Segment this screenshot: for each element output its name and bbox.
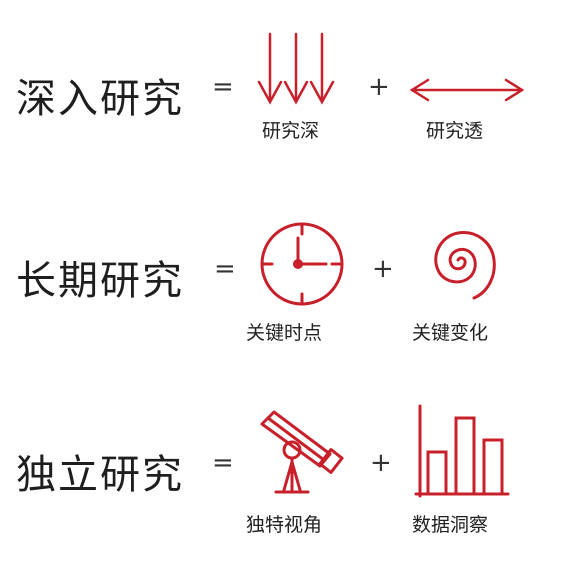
caption-right: 关键变化 <box>412 322 489 344</box>
clock-icon <box>256 218 348 310</box>
equals-sign: = <box>212 448 234 478</box>
term-label: 深入研究 <box>16 76 184 122</box>
term-label: 长期研究 <box>16 258 184 304</box>
equation-row-deep-research: 深入研究 = 研究深 + 研究透 <box>0 0 566 150</box>
equals-sign: = <box>214 254 236 284</box>
equals-sign: = <box>212 72 234 102</box>
bar-chart-icon <box>414 404 510 500</box>
plus-sign: + <box>368 72 390 102</box>
telescope-icon <box>254 408 350 500</box>
caption-right: 数据洞察 <box>412 514 489 536</box>
equation-row-independent-research: 独立研究 = 独特视角 + 数据洞察 <box>0 400 566 550</box>
caption-right: 研究透 <box>426 120 484 142</box>
double-headed-arrow-icon <box>408 76 526 104</box>
spiral-icon <box>414 218 506 306</box>
plus-sign: + <box>370 448 392 478</box>
caption-left: 研究深 <box>262 120 320 142</box>
plus-sign: + <box>372 254 394 284</box>
three-down-arrows-icon <box>256 30 340 110</box>
caption-left: 关键时点 <box>246 322 323 344</box>
equation-row-long-term-research: 长期研究 = 关键时点 + 关键变化 <box>0 180 566 344</box>
caption-left: 独特视角 <box>246 514 323 536</box>
term-label: 独立研究 <box>16 452 184 498</box>
